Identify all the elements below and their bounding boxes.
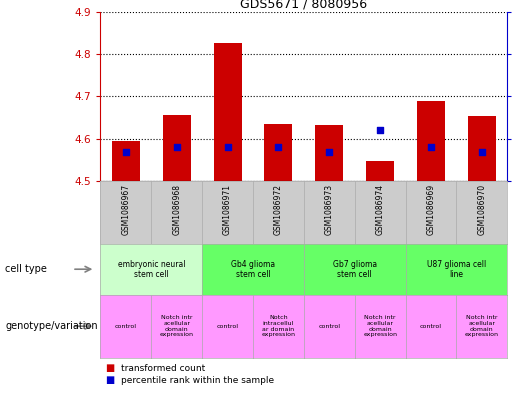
Text: genotype/variation: genotype/variation	[5, 321, 98, 331]
Text: GSM1086972: GSM1086972	[274, 184, 283, 235]
Text: control: control	[115, 324, 137, 329]
Text: GSM1086971: GSM1086971	[223, 184, 232, 235]
Text: Gb4 glioma
stem cell: Gb4 glioma stem cell	[231, 259, 275, 279]
Point	[122, 149, 130, 155]
Bar	[264, 124, 293, 181]
Text: U87 glioma cell
line: U87 glioma cell line	[427, 259, 486, 279]
Text: Notch intr
acellular
domain
expression: Notch intr acellular domain expression	[160, 315, 194, 337]
Text: transformed count: transformed count	[121, 364, 205, 373]
Text: GSM1086974: GSM1086974	[375, 184, 385, 235]
Text: Notch intr
acellular
domain
expression: Notch intr acellular domain expression	[363, 315, 397, 337]
Bar	[112, 141, 140, 181]
Point	[427, 144, 435, 150]
Point	[325, 149, 333, 155]
Text: ■: ■	[106, 363, 115, 373]
Point	[274, 144, 283, 150]
Bar	[214, 44, 242, 181]
Text: control: control	[318, 324, 340, 329]
Text: GSM1086969: GSM1086969	[426, 184, 436, 235]
Text: control: control	[217, 324, 238, 329]
Text: Notch
intracellul
ar domain
expression: Notch intracellul ar domain expression	[262, 315, 296, 337]
Point	[173, 144, 181, 150]
Point	[224, 144, 232, 150]
Text: cell type: cell type	[5, 264, 47, 274]
Text: embryonic neural
stem cell: embryonic neural stem cell	[117, 259, 185, 279]
Bar	[417, 101, 445, 181]
Title: GDS5671 / 8080956: GDS5671 / 8080956	[241, 0, 367, 11]
Text: GSM1086973: GSM1086973	[325, 184, 334, 235]
Text: GSM1086970: GSM1086970	[477, 184, 486, 235]
Bar	[366, 161, 394, 181]
Bar	[468, 116, 496, 181]
Text: percentile rank within the sample: percentile rank within the sample	[121, 376, 274, 384]
Text: control: control	[420, 324, 442, 329]
Text: Gb7 glioma
stem cell: Gb7 glioma stem cell	[333, 259, 377, 279]
Bar	[315, 125, 344, 181]
Text: GSM1086967: GSM1086967	[122, 184, 130, 235]
Text: Notch intr
acellular
domain
expression: Notch intr acellular domain expression	[465, 315, 499, 337]
Text: ■: ■	[106, 375, 115, 385]
Point	[478, 149, 486, 155]
Point	[376, 127, 384, 133]
Bar	[163, 115, 191, 181]
Text: GSM1086968: GSM1086968	[172, 184, 181, 235]
